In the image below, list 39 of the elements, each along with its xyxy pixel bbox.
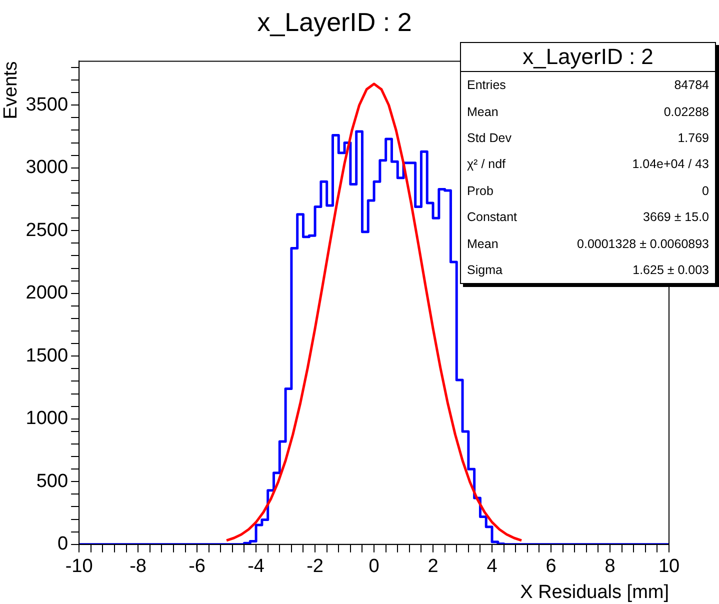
x-axis-title: X Residuals [mm] xyxy=(520,582,669,603)
y-tick-label: 1500 xyxy=(26,345,68,366)
annotation: 0.0001328 ± 0.0060893 xyxy=(577,236,709,251)
annotation: Prob xyxy=(467,184,494,198)
x-tick-label: 10 xyxy=(658,556,680,578)
x-tick-label: 2 xyxy=(428,556,438,578)
annotation: 1.04e+04 / 43 xyxy=(632,157,709,172)
annotation: x_LayerID : 2 xyxy=(461,43,715,72)
x-tick-label: 4 xyxy=(486,556,498,578)
y-axis-title: Events xyxy=(0,61,22,120)
x-tick-label: 0 xyxy=(368,556,380,578)
x-tick-label: -4 xyxy=(248,556,265,578)
annotation: Std Dev xyxy=(467,130,512,145)
annotation: Mean xyxy=(467,236,498,251)
y-tick-label: 2000 xyxy=(26,282,68,304)
annotation: χ² / ndf xyxy=(467,157,506,172)
y-tick-label: 2500 xyxy=(26,220,68,241)
y-tick-label: 500 xyxy=(36,470,68,492)
annotation: Mean xyxy=(467,104,498,119)
x-tick-label: -8 xyxy=(130,556,147,578)
annotation: Sigma xyxy=(467,262,502,277)
annotation: 3669 ± 15.0 xyxy=(643,210,709,224)
annotation: 1.625 ± 0.003 xyxy=(632,262,709,277)
x-tick-label: -2 xyxy=(306,556,324,578)
x-tick-label: -6 xyxy=(188,556,206,578)
annotation: 0.02288 xyxy=(664,104,709,119)
y-tick-label: 3000 xyxy=(26,157,68,178)
y-tick-label: 0 xyxy=(57,534,68,555)
text: 1.769 xyxy=(678,130,709,145)
text: 84784 xyxy=(674,78,709,92)
y-tick-label: 3500 xyxy=(26,94,68,116)
x-tick-label: -10 xyxy=(65,556,93,578)
y-tick-label: 1000 xyxy=(26,408,68,430)
text: 0 xyxy=(702,184,709,198)
annotation: Constant xyxy=(467,210,518,224)
x-tick-label: 8 xyxy=(604,556,616,578)
annotation: Entries xyxy=(467,78,506,92)
chart-title: x_LayerID : 2 xyxy=(257,6,412,37)
x-tick-label: 6 xyxy=(546,556,556,578)
